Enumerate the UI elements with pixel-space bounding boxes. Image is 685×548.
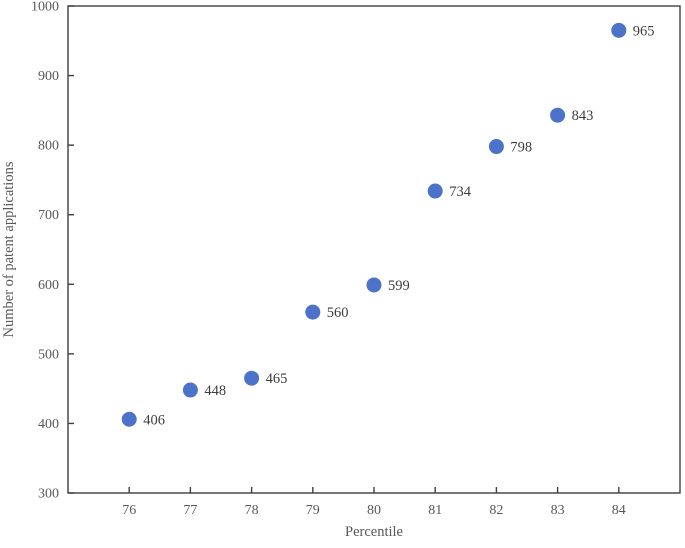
y-tick-label: 500 — [38, 347, 59, 362]
point-data-label: 843 — [572, 108, 594, 124]
data-points: 406 448 465 560 599 734 798 843 965 — [121, 22, 655, 428]
x-tick-label: 76 — [122, 503, 136, 518]
point-data-label: 448 — [204, 383, 226, 399]
x-axis-ticks: 76 77 78 79 80 81 82 83 84 — [122, 487, 626, 518]
point-data-label: 734 — [449, 184, 472, 200]
x-tick-label: 82 — [489, 503, 503, 518]
point-data-label: 798 — [510, 140, 532, 156]
x-tick-label: 79 — [306, 503, 320, 518]
scatter-point — [182, 382, 198, 398]
y-tick-label: 600 — [38, 278, 59, 293]
scatter-point — [366, 277, 382, 293]
x-tick-label: 80 — [367, 503, 381, 518]
y-axis-ticks: 300 400 500 600 700 800 900 1000 — [31, 0, 74, 502]
scatter-point — [611, 22, 627, 38]
point-data-label: 406 — [143, 412, 165, 428]
point-data-label: 560 — [327, 305, 349, 321]
point-data-label: 965 — [633, 23, 655, 39]
scatter-point — [427, 183, 443, 199]
x-axis-title: Percentile — [345, 524, 403, 540]
x-tick-label: 78 — [245, 503, 259, 518]
y-tick-label: 1000 — [31, 0, 59, 15]
scatter-point — [244, 370, 260, 386]
y-tick-label: 300 — [38, 487, 59, 502]
scatter-point — [305, 304, 321, 320]
x-tick-label: 77 — [183, 503, 197, 518]
x-tick-label: 84 — [612, 503, 626, 518]
point-data-label: 599 — [388, 278, 410, 294]
y-tick-label: 800 — [38, 139, 59, 154]
scatter-point — [488, 139, 504, 155]
y-tick-label: 400 — [38, 417, 59, 432]
y-tick-label: 900 — [38, 69, 59, 84]
y-tick-label: 700 — [38, 208, 59, 223]
scatter-point — [121, 411, 137, 427]
x-tick-label: 81 — [428, 503, 442, 518]
point-data-label: 465 — [266, 371, 288, 387]
scatter-point — [550, 107, 566, 123]
x-tick-label: 83 — [551, 503, 565, 518]
y-axis-title: Number of patent applications — [1, 161, 17, 337]
